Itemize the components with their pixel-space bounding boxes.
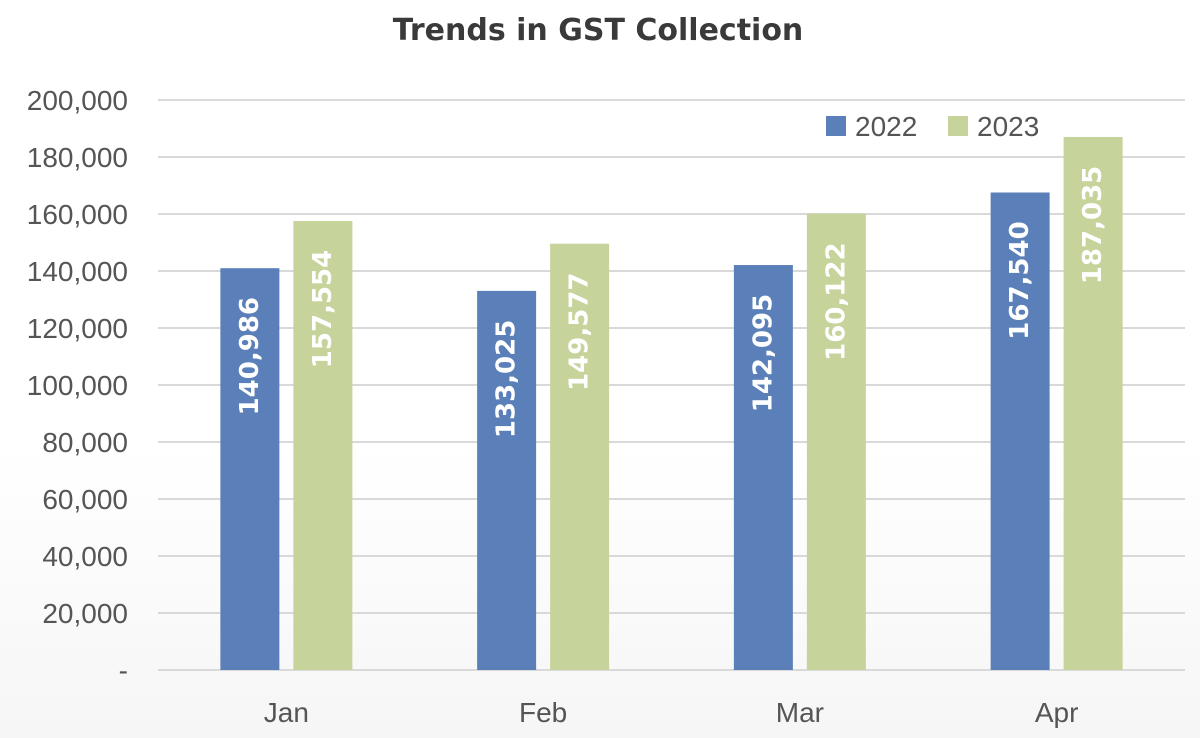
y-tick-label: 100,000 [27,370,128,401]
y-tick-label: 160,000 [27,199,128,230]
x-tick-label: Mar [776,697,824,728]
data-label: 160,122 [821,242,851,360]
data-label: 142,095 [748,294,778,412]
y-tick-label: 120,000 [27,313,128,344]
bar-2022-feb [477,290,537,670]
bars [220,136,1123,671]
bar-2023-mar [806,213,866,671]
y-tick-label: 40,000 [42,541,128,572]
y-tick-label: 180,000 [27,142,128,173]
x-tick-label: Jan [264,697,309,728]
y-tick-label: 80,000 [42,427,128,458]
chart-title: Trends in GST Collection [393,13,804,48]
y-tick-label: 140,000 [27,256,128,287]
bar-2022-mar [733,265,793,670]
data-label: 167,540 [1005,221,1035,339]
data-label: 133,025 [492,320,522,438]
bar-2023-jan [293,220,353,670]
legend-label: 2023 [977,111,1039,142]
bar-2023-apr [1063,136,1123,670]
bar-2022-apr [990,192,1050,671]
y-tick-label: 200,000 [27,85,128,116]
y-tick-label: 20,000 [42,598,128,629]
y-tick-label: - [119,655,128,686]
bar-2022-jan [220,268,280,670]
data-labels: 140,986 157,554 133,025 149,577 142,095 160,1… [235,166,1108,438]
data-label: 187,035 [1078,166,1108,284]
legend-label: 2022 [855,111,917,142]
legend-swatch [826,116,846,136]
x-tick-label: Feb [519,697,567,728]
data-label: 149,577 [565,272,595,390]
y-axis-ticks: - 20,000 40,000 60,000 80,000 100,000 120,000 1… [27,85,128,686]
bar-2023-feb [550,243,610,670]
data-label: 157,554 [308,250,338,368]
data-label: 140,986 [235,297,265,415]
y-tick-label: 60,000 [42,484,128,515]
legend-swatch [948,116,968,136]
x-axis-ticks: Jan Feb Mar Apr [264,697,1079,728]
x-tick-label: Apr [1035,697,1079,728]
legend: 2022 2023 [826,111,1039,142]
